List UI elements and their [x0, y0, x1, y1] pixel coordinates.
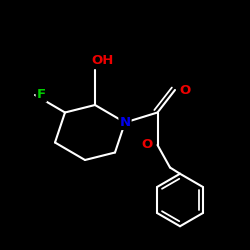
Text: F: F — [37, 88, 46, 102]
Text: O: O — [180, 84, 191, 96]
Text: O: O — [142, 138, 153, 151]
Text: OH: OH — [91, 54, 114, 66]
Text: N: N — [120, 116, 130, 129]
